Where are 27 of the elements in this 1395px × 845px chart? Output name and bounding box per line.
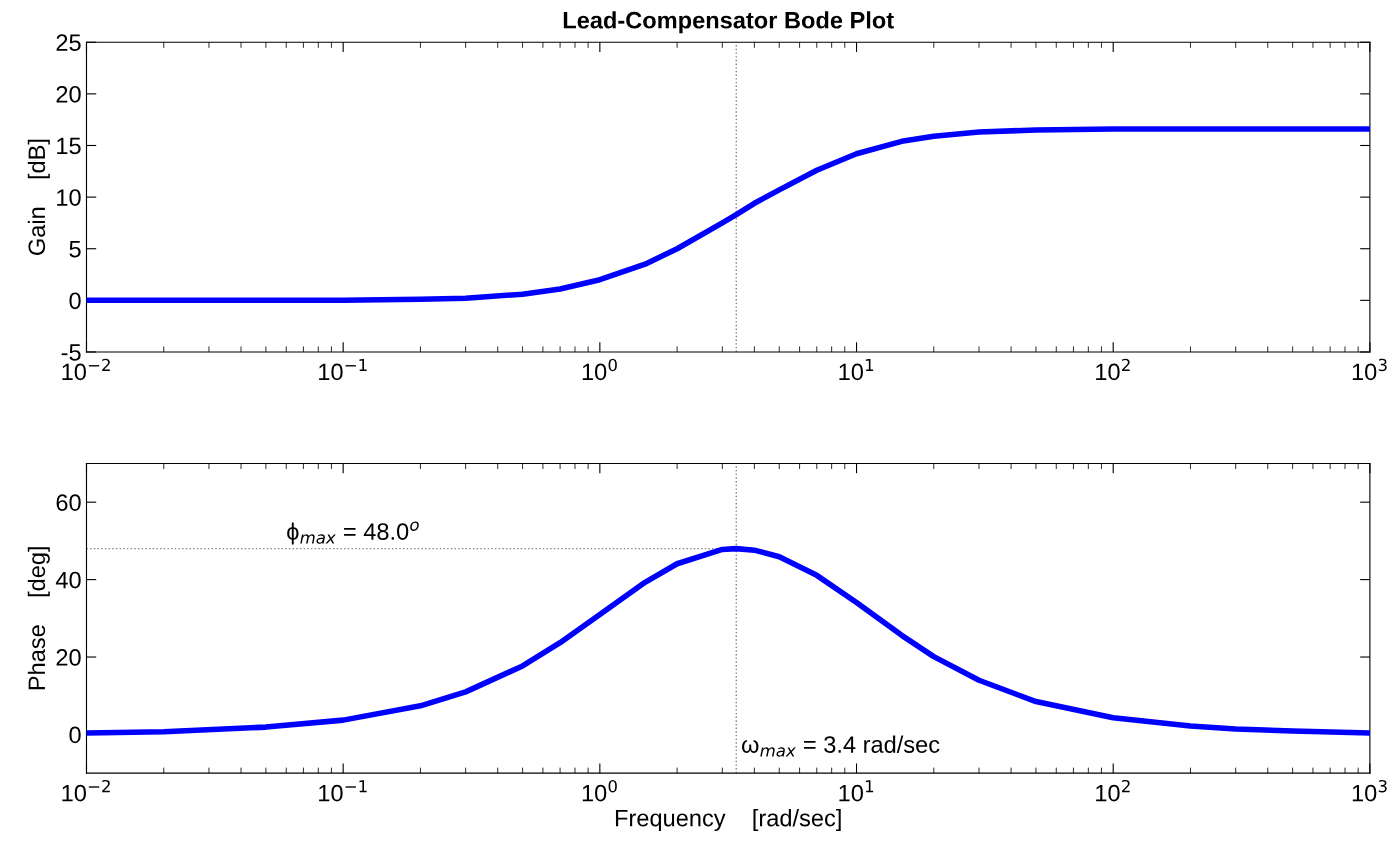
annotation: ω$_{max}$ = 3.4 rad/sec [741,735,940,757]
x-tick-label: 10$^{2}$ [1096,358,1130,381]
y-tick-label: 0 [69,726,81,744]
y-tick-label: 25 [56,34,81,52]
y-tick-label: 5 [69,241,81,258]
x-tick-label: 10$^{0}$ [582,358,617,381]
y-tick-label: 15 [57,137,81,155]
x-tick-label: 10$^{−2}$ [62,779,110,802]
y-tick-label: 40 [55,571,81,589]
x-tick-label: 10$^{1}$ [839,780,874,802]
x-tick-label: 10$^{1}$ [839,358,874,381]
y-axis-title: Gain [dB] [27,139,50,255]
annotation: ϕ$_{max}$ = 48.0$^{o}$ [287,521,419,545]
x-tick-label: 10$^{2}$ [1096,779,1130,802]
x-tick-label: 10$^{0}$ [582,779,617,802]
x-tick-label: 10$^{3}$ [1352,358,1387,381]
x-tick-label: 10$^{−1}$ [319,358,367,381]
y-tick-label: 10 [57,189,81,206]
x-tick-label: 10$^{3}$ [1352,779,1387,802]
y-tick-label: 20 [56,85,81,103]
y-tick-label: 20 [56,649,81,666]
chart-title: Lead-Compensator Bode Plot [563,11,894,34]
y-tick-label: 0 [69,292,81,310]
x-axis-title: Frequency [rad/sec] [615,809,841,832]
y-axis-title: Phase [deg] [27,547,50,690]
x-tick-label: 10$^{−1}$ [319,780,367,802]
y-tick-label: 60 [56,494,81,511]
